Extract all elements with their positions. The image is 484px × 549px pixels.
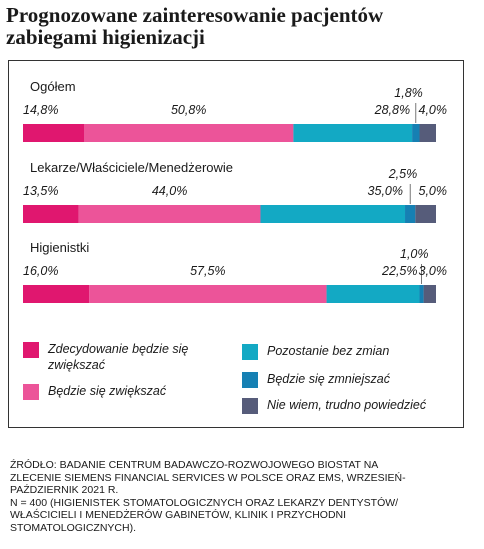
bar-segment (23, 124, 84, 142)
bar-segment (405, 205, 416, 223)
group-label: Higienistki (30, 240, 89, 255)
legend-swatch (242, 398, 258, 414)
data-label: 22,5% (381, 264, 417, 278)
bar-segment (89, 285, 327, 303)
legend-item: Będzie się zwiększać (23, 383, 223, 400)
legend-swatch (23, 342, 39, 358)
chart-frame: Ogółem 14,8% 50,8% 28,8% 1,8% 4,0% Lekarze/Wła… (8, 60, 464, 428)
legend-swatch (23, 384, 39, 400)
bar-segment (415, 205, 436, 223)
legend-item: Będzie się zmniejszać (242, 371, 442, 388)
source-line: właścicieli i menedżerów gabinetów, klin… (10, 509, 347, 522)
legend-item: Pozostanie bez zmian (242, 343, 442, 360)
data-label: 13,5% (23, 184, 58, 198)
bar-segment (423, 285, 436, 303)
data-label: 4,0% (419, 103, 448, 117)
data-label: 28,8% (374, 103, 410, 117)
data-label: 14,8% (23, 103, 58, 117)
bar-segment (78, 205, 261, 223)
legend-item: Zdecydowanie będzie się zwiększać (23, 341, 208, 373)
source-line: N = 400 (higienistek stomatologicznych o… (10, 496, 399, 509)
bar-segment (326, 285, 420, 303)
source-line: zlecenie Siemens Financial Services w Po… (10, 471, 406, 484)
legend: Zdecydowanie będzie się zwiększać Będzie … (23, 341, 453, 421)
data-label: 5,0% (419, 184, 448, 198)
group-label: Lekarze/Właściciele/Menedżerowie (30, 160, 233, 175)
legend-label: Zdecydowanie będzie się zwiększać (48, 342, 189, 372)
stacked-bar-chart: Ogółem 14,8% 50,8% 28,8% 1,8% 4,0% Lekarze/Wła… (23, 79, 448, 303)
bar-segment (23, 285, 90, 303)
data-label: 1,8% (394, 86, 423, 100)
data-label: 50,8% (171, 103, 206, 117)
bar-segment (293, 124, 413, 142)
source-line: stomatologicznych). (10, 521, 137, 534)
data-label: 35,0% (368, 184, 403, 198)
source-line: październik 2021 r. (10, 484, 119, 497)
data-label: 1,0% (400, 247, 429, 261)
chart-title: Prognozowane zainteresowanie pacjentów z… (6, 3, 384, 49)
data-label: 16,0% (23, 264, 58, 278)
group-label: Ogółem (30, 79, 76, 94)
data-label: 44,0% (152, 184, 187, 198)
legend-label: Będzie się zwiększać (48, 384, 167, 398)
data-label: 57,5% (190, 264, 225, 278)
bar-segment (412, 124, 420, 142)
bar-segment (84, 124, 294, 142)
bar-segment (23, 205, 79, 223)
legend-swatch (242, 344, 258, 360)
bar-segment (419, 285, 424, 303)
data-label: 2,5% (388, 167, 418, 181)
source-note: Źródło: Badanie Centrum Badawczo-Rozwojo… (10, 459, 476, 535)
legend-label: Będzie się zmniejszać (267, 372, 390, 386)
legend-label: Nie wiem, trudno powiedzieć (267, 398, 427, 412)
data-label: 3,0% (419, 264, 448, 278)
bar-segment (419, 124, 436, 142)
legend-label: Pozostanie bez zmian (267, 344, 390, 358)
legend-swatch (242, 372, 258, 388)
bar-segment (260, 205, 406, 223)
legend-item: Nie wiem, trudno powiedzieć (242, 397, 442, 414)
source-line: Źródło: Badanie Centrum Badawczo-Rozwojo… (10, 459, 379, 471)
